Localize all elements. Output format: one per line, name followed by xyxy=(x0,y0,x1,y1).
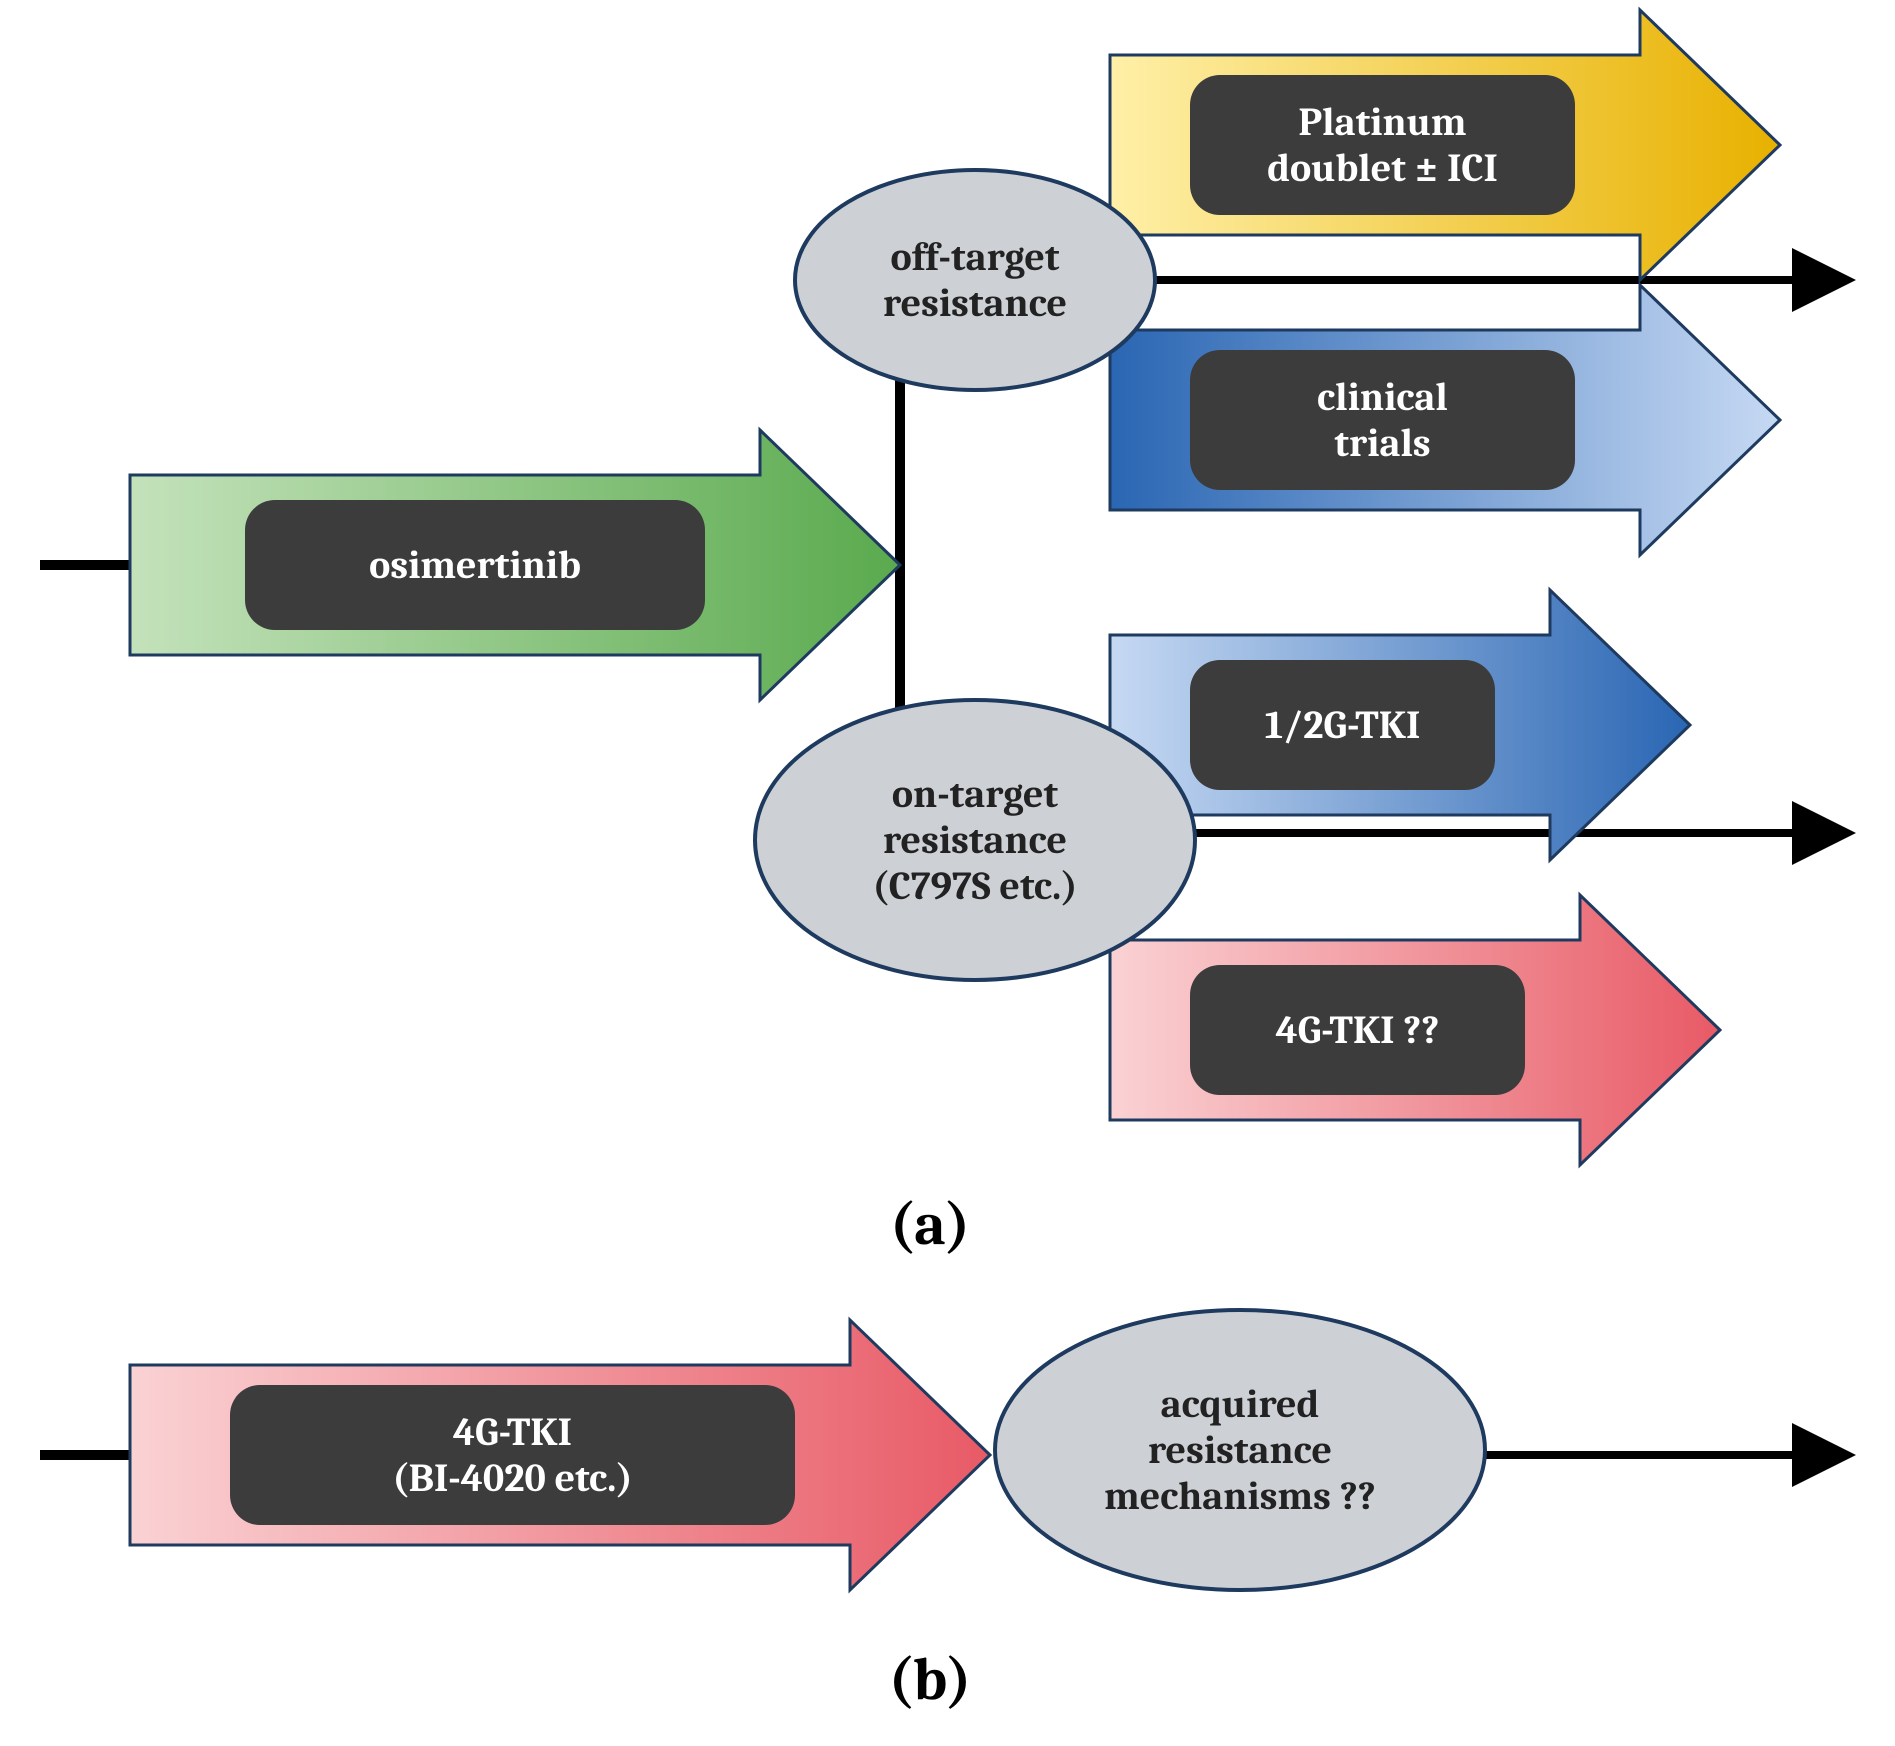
ellipse-on_target xyxy=(755,700,1195,980)
label-box-osimertinib xyxy=(245,500,705,630)
label-box-tki4g_bi xyxy=(230,1385,795,1525)
label-box-tki4g xyxy=(1190,965,1525,1095)
label-box-platinum xyxy=(1190,75,1575,215)
diagram-canvas: off-target resistance on-target resistan… xyxy=(0,0,1895,1746)
label-box-tki12 xyxy=(1190,660,1495,790)
label-box-clinical xyxy=(1190,350,1575,490)
ellipse-off_target xyxy=(795,170,1155,390)
ellipse-acquired xyxy=(995,1310,1485,1590)
diagram-svg xyxy=(0,0,1895,1746)
